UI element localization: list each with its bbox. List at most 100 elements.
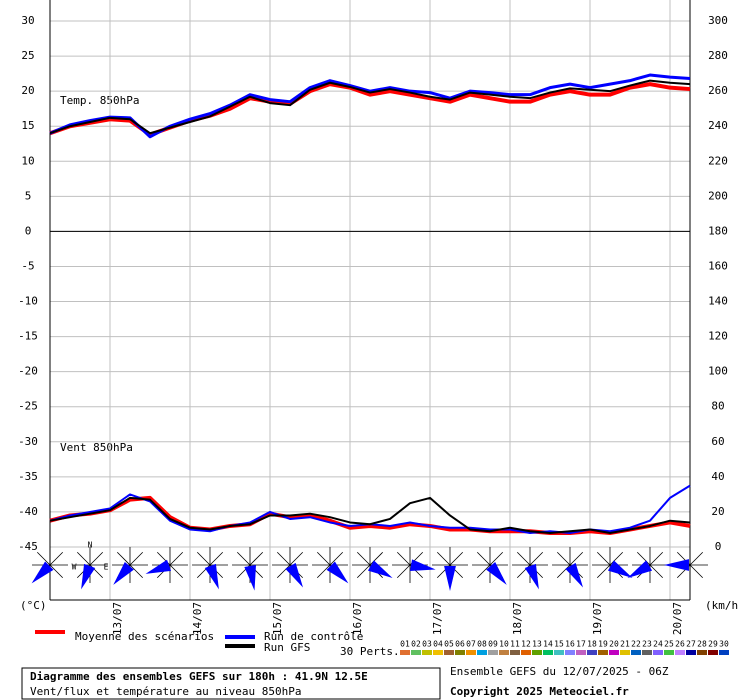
rose-spoke [249, 551, 264, 566]
rose-spoke [609, 551, 624, 566]
pert-swatch [411, 650, 421, 655]
rose-spoke [169, 551, 184, 566]
rose-spoke [36, 551, 51, 566]
pert-swatch [422, 650, 432, 655]
wind-arrow [285, 562, 303, 588]
y2-tick-label: 260 [708, 84, 728, 97]
pert-number: 16 [565, 640, 575, 649]
pert-number: 08 [477, 640, 487, 649]
wind-arrow [204, 563, 219, 590]
pert-swatch [631, 650, 641, 655]
pert-number: 17 [576, 640, 586, 649]
pert-swatch [488, 650, 498, 655]
rose-spoke [276, 564, 291, 579]
y-tick-label: -5 [21, 259, 34, 272]
rose-spoke [596, 551, 611, 566]
y2-tick-label: 100 [708, 365, 728, 378]
wind-arrow [326, 561, 349, 584]
y2-tick-label: 60 [711, 435, 724, 448]
rose-spoke [169, 564, 184, 579]
compass-label: E [104, 563, 109, 572]
x-tick-label: 13/07 [111, 602, 124, 635]
pert-swatch [609, 650, 619, 655]
pert-number: 05 [444, 640, 454, 649]
pert-swatch [686, 650, 696, 655]
x-tick-label: 17/07 [431, 602, 444, 635]
pert-number: 03 [422, 640, 432, 649]
pert-number: 15 [554, 640, 564, 649]
y-tick-label: 10 [21, 154, 34, 167]
y-tick-label: -40 [18, 505, 38, 518]
pert-swatch [565, 650, 575, 655]
wind-arrow [409, 559, 436, 571]
pert-swatch [653, 650, 663, 655]
rose-spoke [489, 551, 504, 566]
pert-number: 23 [642, 640, 652, 649]
x-tick-label: 20/07 [671, 602, 684, 635]
rose-spoke [89, 551, 104, 566]
pert-number: 10 [499, 640, 509, 649]
wind-arrow [607, 560, 633, 578]
y2-tick-label: 140 [708, 295, 728, 308]
y2-tick-label: 120 [708, 330, 728, 343]
pert-number: 06 [455, 640, 465, 649]
y2-tick-label: 40 [711, 470, 724, 483]
rose-spoke [436, 551, 451, 566]
wind-arrow [244, 564, 256, 591]
legend-label: Moyenne des scénarios [75, 630, 214, 643]
pert-swatch [543, 650, 553, 655]
x-tick-label: 14/07 [191, 602, 204, 635]
pert-swatch [697, 650, 707, 655]
y-tick-label: 25 [21, 49, 34, 62]
wind-arrow [524, 563, 539, 590]
rose-spoke [356, 551, 371, 566]
rose-spoke [196, 551, 211, 566]
pert-swatch [400, 650, 410, 655]
y-tick-label: 5 [25, 189, 32, 202]
pert-number: 26 [675, 640, 685, 649]
right-unit: (km/h) [705, 599, 740, 612]
wind-arrow [627, 560, 653, 578]
rose-spoke [516, 551, 531, 566]
pert-number: 19 [598, 640, 608, 649]
legend-label: Run GFS [264, 641, 310, 654]
y-tick-label: 0 [25, 224, 32, 237]
wind-arrow [367, 560, 393, 578]
rose-spoke [276, 551, 291, 566]
rose-spoke [209, 551, 224, 566]
wind-arrow [145, 559, 172, 574]
rose-spoke [476, 564, 491, 579]
y2-tick-label: 80 [711, 400, 724, 413]
pert-swatch [576, 650, 586, 655]
pert-number: 02 [411, 640, 421, 649]
y-tick-label: 20 [21, 84, 34, 97]
pert-number: 01 [400, 640, 410, 649]
rose-spoke [636, 551, 651, 566]
wind-arrow [486, 561, 507, 585]
pert-swatch [444, 650, 454, 655]
temp-label: Temp. 850hPa [60, 94, 139, 107]
rose-spoke [396, 564, 411, 579]
pert-number: 24 [653, 640, 663, 649]
pert-swatch [532, 650, 542, 655]
pert-number: 04 [433, 640, 443, 649]
pert-number: 29 [708, 640, 718, 649]
rose-spoke [329, 551, 344, 566]
pert-swatch [708, 650, 718, 655]
compass-label: W [72, 563, 77, 572]
y2-tick-label: 20 [711, 505, 724, 518]
rose-spoke [649, 551, 664, 566]
rose-spoke [129, 564, 144, 579]
pert-number: 11 [510, 640, 520, 649]
pert-number: 09 [488, 640, 498, 649]
pert-number: 27 [686, 640, 696, 649]
pert-swatch [587, 650, 597, 655]
rose-spoke [316, 564, 331, 579]
footer-box [21, 667, 441, 700]
rose-spoke [236, 551, 251, 566]
pert-swatch [598, 650, 608, 655]
y2-tick-label: 160 [708, 259, 728, 272]
x-tick-label: 16/07 [351, 602, 364, 635]
rose-spoke [556, 551, 571, 566]
